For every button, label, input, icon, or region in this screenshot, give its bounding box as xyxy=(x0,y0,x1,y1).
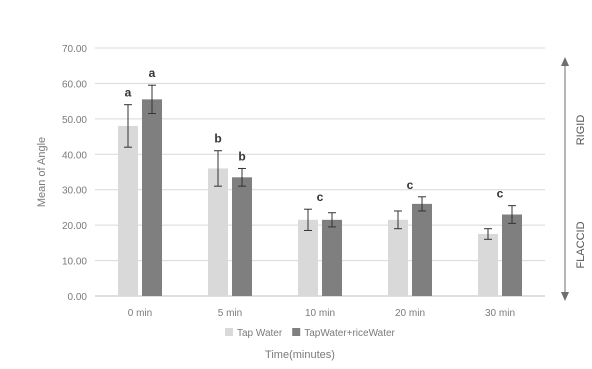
legend-label: Tap Water xyxy=(237,328,283,339)
significance-letter: c xyxy=(407,178,414,192)
legend: Tap Water TapWater+riceWater xyxy=(225,328,396,339)
bar xyxy=(412,203,432,296)
rigid-label: RIGID xyxy=(575,115,587,146)
x-tick-labels: 0 min 5 min 10 min 20 min 30 min xyxy=(128,308,515,319)
bar xyxy=(298,219,318,296)
bar xyxy=(208,168,228,296)
x-tick-label: 5 min xyxy=(218,308,242,319)
bar xyxy=(322,219,342,296)
y-tick-label: 30.00 xyxy=(62,186,87,197)
y-tick-label: 20.00 xyxy=(62,221,87,232)
y-axis-label: Mean of Angle xyxy=(36,137,48,207)
significance-letters: a a b b c c c xyxy=(125,66,504,204)
y-tick-label: 70.00 xyxy=(62,44,87,55)
y-tick-label: 60.00 xyxy=(62,79,87,90)
legend-label: TapWater+riceWater xyxy=(304,328,395,339)
legend-swatch xyxy=(292,328,301,336)
y-tick-label: 50.00 xyxy=(62,115,87,126)
significance-letter: a xyxy=(149,66,156,80)
y-tick-label: 10.00 xyxy=(62,257,87,268)
bar xyxy=(388,219,408,296)
bar xyxy=(478,234,498,296)
gridlines xyxy=(95,47,545,297)
x-axis-label: Time(minutes) xyxy=(265,349,335,361)
significance-letter: b xyxy=(214,132,221,146)
bar xyxy=(118,125,138,296)
bar xyxy=(142,99,162,296)
y-tick-label: 40.00 xyxy=(62,150,87,161)
y-tick-labels: 0.00 10.00 20.00 30.00 40.00 50.00 60.00 70.00 xyxy=(62,44,87,303)
legend-swatch xyxy=(225,328,233,336)
bars xyxy=(118,99,522,296)
x-tick-label: 0 min xyxy=(128,308,152,319)
bar xyxy=(232,177,252,296)
flaccid-label: FLACCID xyxy=(575,221,587,268)
significance-letter: a xyxy=(125,86,132,100)
bar xyxy=(502,214,522,296)
significance-letter: c xyxy=(497,187,504,201)
rigidity-scale: RIGID FLACCID xyxy=(561,57,587,301)
x-tick-label: 10 min xyxy=(305,308,335,319)
arrow-up-icon xyxy=(561,57,569,66)
x-tick-label: 20 min xyxy=(395,308,425,319)
y-tick-label: 0.00 xyxy=(68,292,88,303)
significance-letter: b xyxy=(238,149,245,163)
significance-letter: c xyxy=(317,190,324,204)
x-tick-label: 30 min xyxy=(485,308,515,319)
error-bars xyxy=(124,84,516,240)
arrow-down-icon xyxy=(561,292,569,301)
